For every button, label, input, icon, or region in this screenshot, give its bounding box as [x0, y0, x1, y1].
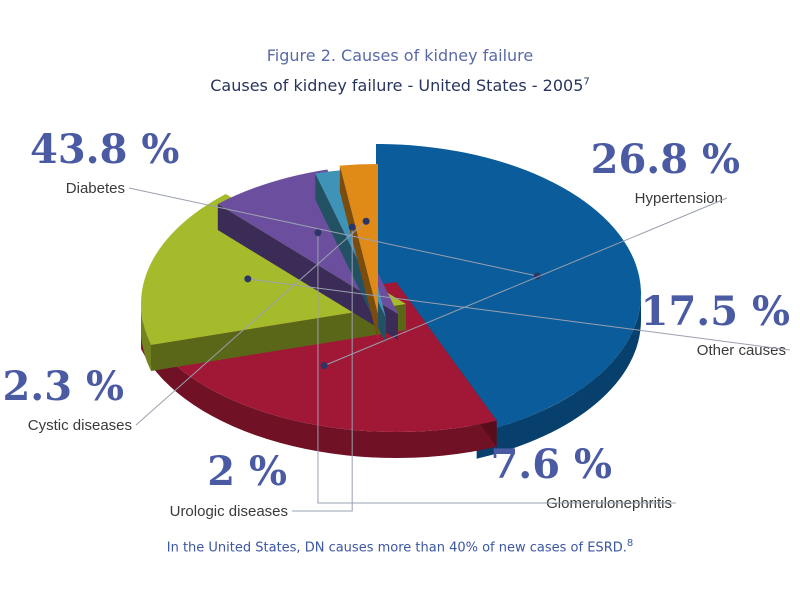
pie-slices: [141, 144, 641, 459]
value-label-cystic-diseases: 2.3 %: [2, 363, 124, 410]
leader-dot-glomerulonephritis: [314, 229, 322, 237]
value-label-hypertension: 26.8 %: [591, 136, 740, 183]
pie-slice-other-causes: [141, 194, 407, 371]
category-label-cystic-diseases: Cystic diseases: [28, 417, 132, 434]
leader-dot-hypertension: [320, 362, 328, 370]
footnote-reference: 8: [626, 538, 634, 549]
value-label-diabetes: 43.8 %: [30, 126, 179, 173]
pie-slice-face: [217, 204, 398, 340]
footnote-text: In the United States, DN causes more tha…: [166, 540, 627, 556]
leader-dot-other-causes: [244, 275, 252, 283]
pie-slice-face: [339, 165, 378, 340]
pie-slice-top: [217, 169, 398, 314]
pie-slice-glomerulonephritis: [217, 169, 398, 340]
pie-labels: 43.8 % Diabetes 26.8 % Hypertension 17.5 % Ot…: [2, 126, 791, 520]
pie-slice-side: [141, 322, 497, 458]
leader-line-other-causes: [247, 278, 791, 351]
value-label-glomerulonephritis: 7.6 %: [490, 441, 612, 488]
leader-line-cystic-diseases: [135, 220, 367, 426]
footnote: In the United States, DN causes more tha…: [0, 538, 800, 555]
category-label-diabetes: Diabetes: [66, 180, 125, 197]
pie-slice-top: [339, 164, 378, 314]
leader-line-hypertension: [323, 197, 728, 367]
leader-line-diabetes: [128, 187, 538, 277]
category-label-urologic-diseases: Urologic diseases: [170, 503, 288, 520]
figure-title: Figure 2. Causes of kidney failure: [0, 46, 800, 65]
leader-line-urologic-diseases: [292, 226, 353, 512]
leader-dot-cystic-diseases: [362, 217, 370, 225]
chart-subtitle-text: Causes of kidney failure - United States…: [210, 76, 584, 95]
leader-line-glomerulonephritis: [317, 232, 676, 504]
value-label-other-causes: 17.5 %: [641, 288, 790, 335]
figure-title-text: Figure 2. Causes of kidney failure: [266, 46, 534, 65]
value-label-urologic-diseases: 2 %: [207, 448, 287, 495]
pie-slice-cystic-diseases: [339, 164, 378, 340]
leader-dot-urologic-diseases: [348, 223, 356, 231]
pie-slice-top: [141, 194, 407, 345]
pie-slice-face: [151, 304, 406, 371]
category-label-hypertension: Hypertension: [635, 190, 723, 207]
chart-subtitle: Causes of kidney failure - United States…: [0, 76, 800, 95]
category-label-other-causes: Other causes: [697, 342, 786, 359]
subtitle-reference: 7: [583, 76, 590, 88]
pie-slice-side: [141, 304, 152, 371]
